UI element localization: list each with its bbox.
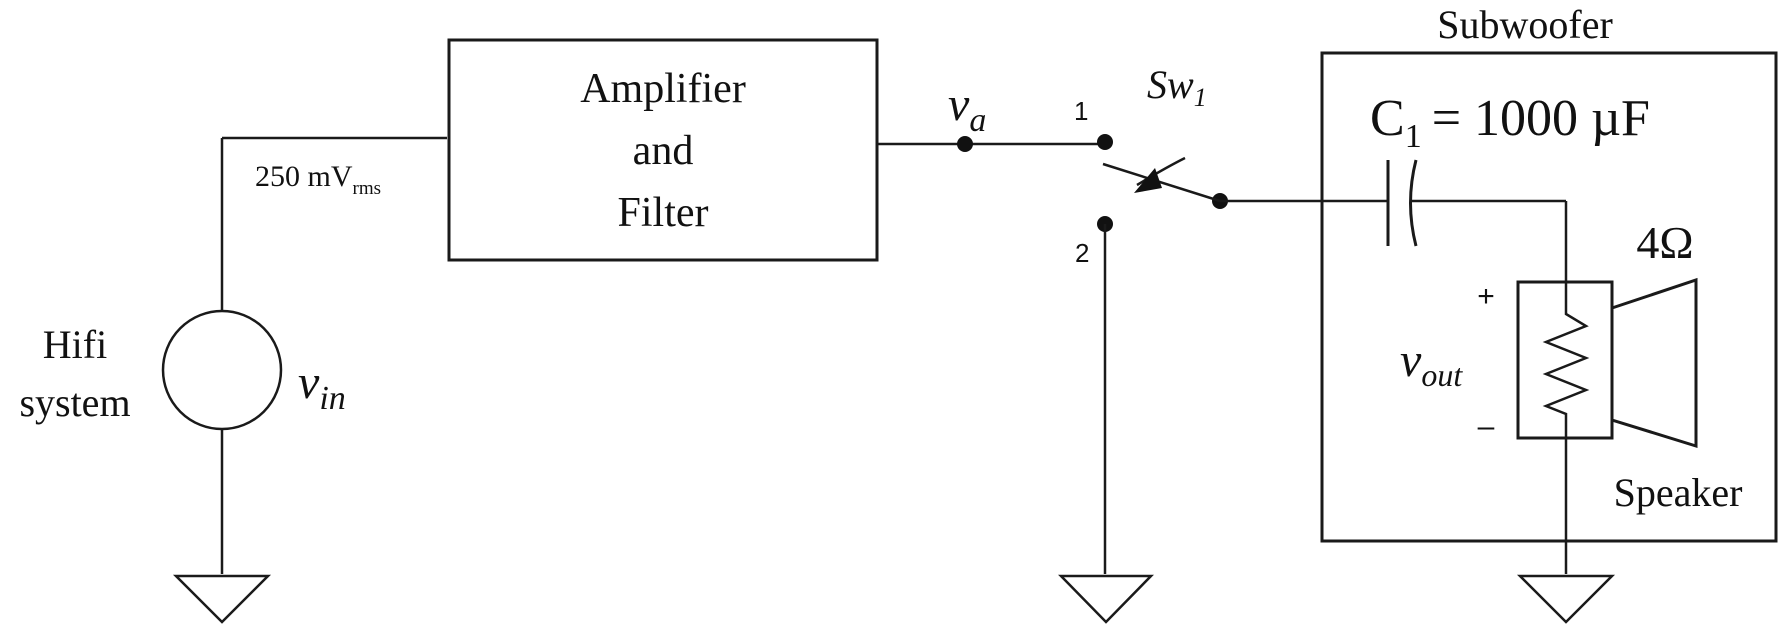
amp-label-line2: and [633, 128, 694, 174]
resistor-zigzag [1542, 308, 1590, 420]
amp-label-line3: Filter [618, 190, 709, 236]
polarity-minus: – [1478, 410, 1495, 443]
node-va [957, 136, 973, 152]
capacitor-label: C1 = 1000 µF [1370, 90, 1650, 155]
ground-symbol-load [1516, 574, 1616, 624]
load-resistance-label: 4Ω [1636, 217, 1693, 268]
speaker-load [1516, 277, 1698, 624]
switch-sw1 [1058, 134, 1228, 624]
speaker-label: Speaker [1614, 470, 1743, 515]
switch-pos2-label: 2 [1075, 238, 1089, 268]
switch-blade [1102, 162, 1221, 203]
subwoofer-label: Subwoofer [1437, 2, 1613, 47]
source-name-line1: Hifi [43, 322, 107, 367]
amp-output-voltage-label: va [948, 78, 986, 139]
capacitor-c1 [1220, 159, 1568, 308]
source-voltage-label: vin [298, 356, 346, 417]
source-name-line2: system [19, 380, 130, 425]
amp-label-line1: Amplifier [580, 66, 746, 112]
subwoofer-block [1320, 51, 1778, 543]
switch-contact-1 [1097, 134, 1113, 150]
amplifier-filter-block [447, 38, 879, 262]
switch-label: Sw1 [1147, 62, 1207, 112]
ground-symbol-source [172, 574, 272, 624]
switch-pos1-label: 1 [1074, 96, 1088, 126]
switch-arc [1136, 156, 1186, 187]
switch-arrowhead [1134, 168, 1162, 193]
source-branch [161, 136, 447, 624]
speaker-cone [1610, 277, 1698, 449]
capacitor-plate-right [1409, 159, 1418, 247]
polarity-plus: + [1477, 280, 1495, 313]
ground-symbol-switch [1058, 574, 1154, 624]
output-voltage-label: vout [1400, 334, 1463, 393]
voltage-source-symbol [161, 309, 283, 431]
source-amplitude-label: 250 mVrms [255, 160, 381, 199]
